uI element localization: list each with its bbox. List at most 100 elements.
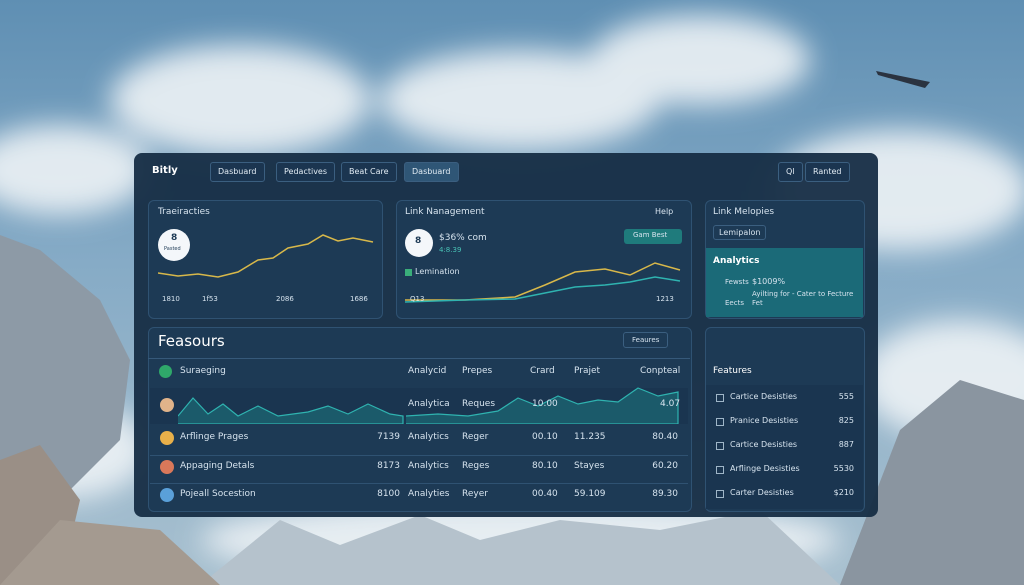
cell: Arflinge Prages <box>180 432 249 442</box>
feature-name[interactable]: Cartice Desisties <box>730 440 798 449</box>
column-header[interactable]: Suraeging <box>180 366 226 376</box>
column-header[interactable]: Prajet <box>574 366 601 376</box>
axis-label: 1686 <box>350 295 368 303</box>
badge <box>405 229 433 257</box>
nav-tab[interactable]: Beat Care <box>341 162 397 182</box>
cell: 7139 <box>377 432 400 442</box>
nav-button[interactable]: Ranted <box>805 162 850 182</box>
avatar <box>160 459 174 474</box>
divider <box>150 483 688 484</box>
status-icon <box>159 365 172 378</box>
row-icon <box>716 490 724 498</box>
cell: Analytics <box>408 432 449 442</box>
cell: Analytica <box>408 399 450 409</box>
nav-tab[interactable]: Dasbuard <box>404 162 459 182</box>
label: Eects <box>725 299 744 307</box>
nav-tab[interactable]: Dasbuard <box>210 162 265 182</box>
cell: 11.235 <box>574 432 606 442</box>
cell: 89.30 <box>652 489 678 499</box>
checkbox[interactable] <box>405 269 412 276</box>
feature-name[interactable]: Pranice Desisties <box>730 416 799 425</box>
feature-value: $210 <box>833 488 854 497</box>
avatar <box>160 398 174 412</box>
column-header[interactable]: Prepes <box>462 366 493 376</box>
feature-value: 887 <box>838 440 854 449</box>
axis-label: 1213 <box>656 295 674 303</box>
cell: 60.20 <box>652 460 678 471</box>
column-header[interactable]: Conpteal <box>640 366 681 376</box>
features-list <box>706 385 863 509</box>
avatar <box>160 431 174 445</box>
feature-value: 825 <box>838 416 854 425</box>
label: Fewsts <box>725 278 749 286</box>
card <box>396 200 692 319</box>
cell: 00.10 <box>532 432 558 442</box>
highlight <box>706 248 863 317</box>
badge-number: 8 <box>415 236 422 246</box>
cell: 10.00 <box>532 399 558 409</box>
cell: Pojeall Socestion <box>180 489 256 499</box>
panel-title: Feasours <box>158 332 225 350</box>
badge <box>158 229 190 261</box>
row-icon <box>716 394 724 402</box>
description: Ayilting for - Cater to Fecture <box>752 290 854 298</box>
help-link[interactable]: Help <box>655 207 674 216</box>
axis-label: 1f53 <box>202 295 218 303</box>
sparkline <box>405 262 681 303</box>
cell: Appaging Detals <box>180 460 255 471</box>
button-label[interactable]: Gam Best <box>633 231 668 239</box>
stat: $36% com <box>439 233 487 243</box>
sparkline <box>158 234 374 278</box>
panel-title: Features <box>713 366 752 376</box>
row-icon <box>716 442 724 450</box>
feature-name[interactable]: Arflinge Desisties <box>730 464 800 473</box>
feature-value: 5530 <box>833 464 854 473</box>
cell: Reques <box>462 399 496 409</box>
checkbox-label: Lemination <box>415 267 460 276</box>
nav-button[interactable]: Ql <box>778 162 803 182</box>
value: Fet <box>752 299 763 307</box>
brand[interactable]: Bitly <box>152 165 178 176</box>
card-title: Traeiracties <box>158 207 210 217</box>
divider <box>150 454 688 456</box>
card-title: Link Nanagement <box>405 207 485 217</box>
panel-button[interactable]: Feaures <box>623 332 669 348</box>
cell: 80.40 <box>652 432 678 442</box>
column-header[interactable]: Crard <box>530 366 555 376</box>
value: $1009% <box>752 277 786 286</box>
cell: 4.07 <box>660 399 681 409</box>
cell: 59.109 <box>574 489 606 499</box>
feature-name[interactable]: Cartice Desisties <box>730 392 798 401</box>
row-icon <box>716 466 724 474</box>
cell: Analyties <box>408 489 450 499</box>
cell: 8100 <box>377 489 400 499</box>
axis-label: 2086 <box>276 295 294 303</box>
cell: 80.10 <box>532 460 558 471</box>
avatar <box>160 488 174 502</box>
nav-tab[interactable]: Pedactives <box>276 162 336 182</box>
divider <box>148 358 690 359</box>
stat-sub: 4:8.39 <box>439 246 462 254</box>
row-sparkline <box>178 387 679 424</box>
button[interactable] <box>624 229 682 244</box>
badge-number: 8 <box>171 233 178 243</box>
row-icon <box>716 418 724 426</box>
cell: Analytics <box>408 460 449 471</box>
cell: Reyer <box>462 489 488 499</box>
cell: Reger <box>462 432 489 442</box>
axis-label: Q13 <box>410 295 425 303</box>
cell: Stayes <box>574 460 605 471</box>
feature-name[interactable]: Carter Desisties <box>730 488 794 497</box>
feature-value: 555 <box>838 392 854 401</box>
column-header[interactable]: Analycid <box>408 366 447 376</box>
chip[interactable]: Lemipalon <box>713 225 767 240</box>
section-title: Analytics <box>713 256 760 266</box>
axis-label: 1810 <box>162 295 180 303</box>
cell: Reges <box>462 460 490 471</box>
cell: 00.40 <box>532 489 558 499</box>
cell: 8173 <box>377 460 400 471</box>
card-title: Link Melopies <box>713 207 775 217</box>
